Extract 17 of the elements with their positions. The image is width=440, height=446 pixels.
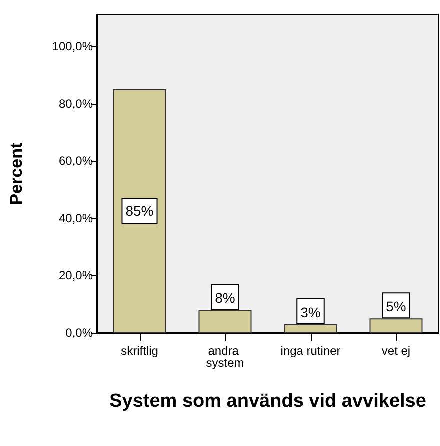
data-label: 8% [215,290,236,306]
y-tick-label: 40,0% [58,211,94,226]
y-tick-label: 60,0% [58,154,94,168]
y-axis-title: Percent [7,142,26,206]
bar [113,89,166,333]
y-tick-label: 80,0% [58,96,94,111]
x-tick-label: vet ej [382,344,411,358]
y-tick-label: 0,0% [66,326,94,340]
y-tick-label: 100,0% [52,40,94,54]
x-tick-label: inga rutiner [280,344,341,358]
data-label: 85% [126,203,154,220]
x-tick-label: skriftlig [121,344,158,358]
y-tick-label: 20,0% [58,268,94,283]
data-label: 3% [300,304,321,320]
x-axis-title: System som används vid avvikelse [110,391,426,412]
data-label: 5% [386,298,406,315]
x-tick-label: andra system [206,344,244,370]
